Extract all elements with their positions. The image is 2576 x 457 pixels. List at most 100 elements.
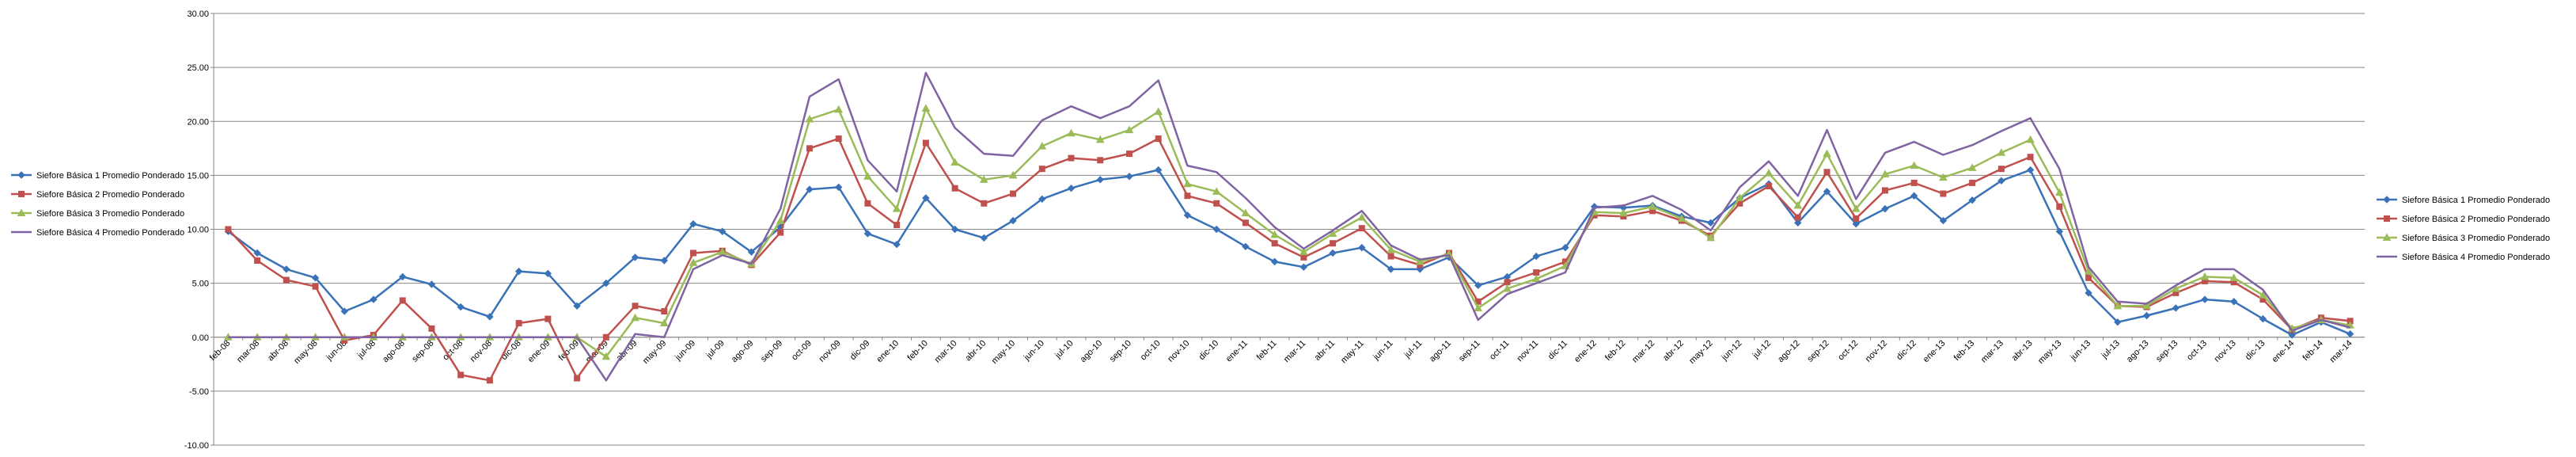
x-tick-label: may-08: [292, 338, 319, 365]
data-point-marker: [2229, 273, 2239, 281]
data-point-marker: [689, 258, 698, 266]
legend-label: Siefore Básica 4 Promedio Ponderado: [36, 228, 184, 238]
x-tick-label: mar-13: [1979, 338, 2005, 364]
x-tick-label: sep-11: [1457, 338, 1482, 364]
data-point-marker: [922, 194, 930, 202]
data-point-marker: [1299, 247, 1308, 256]
x-tick-label: dic-11: [1546, 338, 1569, 361]
data-point-marker: [1155, 166, 1163, 174]
x-tick-label: may-10: [990, 338, 1017, 365]
data-point-marker: [2085, 274, 2092, 281]
data-point-marker: [2171, 284, 2180, 292]
x-tick-label: jul-08: [355, 338, 377, 360]
data-point-marker: [399, 297, 406, 304]
series-layer: [224, 71, 2354, 384]
series-2: [225, 135, 2354, 384]
legend-label: Siefore Básica 4 Promedio Ponderado: [2402, 253, 2550, 262]
x-axis: feb-08 mar-08 abr-08 may-08 jun-08 jul-08 ago-…: [208, 337, 2365, 366]
data-point-marker: [2259, 291, 2267, 299]
data-point-marker: [225, 226, 232, 233]
data-point-marker: [1503, 284, 1512, 292]
data-point-marker: [747, 248, 756, 256]
data-point-marker: [1415, 257, 1425, 265]
data-point-marker: [2259, 314, 2267, 323]
x-tick-label: sep-08: [410, 338, 435, 364]
data-point-marker: [980, 234, 988, 242]
x-tick-label: ago-08: [381, 338, 407, 364]
x-tick-label: jun-11: [1371, 338, 1394, 362]
data-point-marker: [1387, 245, 1395, 253]
x-tick-label: mar-11: [1282, 338, 1308, 364]
data-point-marker: [1010, 190, 1017, 197]
data-point-marker: [2200, 272, 2210, 280]
legend-item: Siefore Básica 3 Promedio Ponderado: [11, 208, 184, 219]
data-point-marker: [776, 216, 785, 224]
legend-left: Siefore Básica 1 Promedio Ponderado Siefo…: [11, 171, 184, 238]
data-point-marker: [602, 279, 610, 288]
data-point-marker: [2382, 233, 2392, 241]
data-point-marker: [1851, 204, 1861, 212]
data-point-marker: [777, 229, 784, 236]
x-tick-label: sep-12: [1805, 338, 1831, 364]
data-point-marker: [1939, 173, 1948, 181]
series-line: [228, 71, 2350, 382]
x-tick-label: may-12: [1687, 338, 1714, 365]
data-point-marker: [1358, 225, 1365, 232]
gridlines: [214, 13, 2365, 446]
data-point-marker: [283, 276, 290, 284]
data-point-marker: [1038, 142, 1047, 150]
data-point-marker: [1184, 192, 1191, 200]
data-point-marker: [1009, 216, 1017, 225]
legend-label: Siefore Básica 1 Promedio Ponderado: [36, 171, 184, 181]
data-point-marker: [1387, 253, 1394, 260]
x-tick-label: jun-12: [1720, 338, 1744, 363]
data-point-marker: [1242, 219, 1249, 227]
data-point-marker: [2085, 289, 2092, 297]
data-point-marker: [428, 325, 435, 332]
y-tick-label: -5.00: [189, 387, 209, 397]
data-point-marker: [1242, 242, 1250, 251]
data-point-marker: [1096, 176, 1104, 184]
data-point-marker: [486, 377, 493, 384]
series-line: [228, 107, 2350, 358]
data-point-marker: [2142, 311, 2151, 320]
x-tick-label: feb-10: [905, 338, 930, 363]
data-point-marker: [1038, 166, 1045, 173]
x-tick-label: ene-11: [1224, 338, 1250, 364]
x-tick-label: ago-12: [1776, 338, 1802, 364]
legend-label: Siefore Básica 3 Promedio Ponderado: [2402, 234, 2550, 243]
x-tick-label: ene-14: [2271, 338, 2297, 364]
y-tick-label: 0.00: [192, 333, 209, 343]
x-tick-label: jul-13: [2100, 338, 2122, 360]
x-tick-label: abr-10: [963, 338, 988, 363]
x-tick-label: sep-13: [2154, 338, 2180, 364]
data-point-marker: [574, 375, 581, 382]
data-point-marker: [457, 303, 465, 311]
data-point-marker: [1125, 125, 1134, 134]
x-tick-label: abr-12: [1661, 338, 1686, 363]
data-point-marker: [1213, 200, 1220, 207]
legend-item: Siefore Básica 4 Promedio Ponderado: [2377, 253, 2550, 262]
data-point-marker: [312, 283, 319, 290]
x-tick-label: feb-13: [1952, 338, 1977, 363]
data-point-marker: [1967, 163, 1977, 171]
data-point-marker: [1706, 219, 1715, 227]
x-tick-label: ene-09: [526, 338, 552, 364]
x-tick-label: feb-12: [1603, 338, 1628, 363]
data-point-marker: [1154, 107, 1163, 115]
data-point-marker: [1474, 303, 1483, 311]
data-point-marker: [1881, 204, 1889, 213]
data-point-marker: [1940, 190, 1947, 197]
data-point-marker: [1504, 279, 1511, 286]
data-point-marker: [1735, 193, 1744, 201]
data-point-marker: [1183, 179, 1192, 188]
x-tick-label: ago-11: [1428, 338, 1453, 364]
data-point-marker: [1531, 274, 1541, 283]
x-tick-label: feb-08: [208, 338, 233, 363]
legend-item: Siefore Básica 3 Promedio Ponderado: [2377, 233, 2550, 243]
data-point-marker: [573, 302, 581, 310]
x-tick-label: jun-09: [673, 338, 697, 363]
data-point-marker: [2054, 188, 2064, 196]
data-point-marker: [1793, 201, 1803, 209]
x-tick-label: may-11: [1339, 338, 1366, 365]
